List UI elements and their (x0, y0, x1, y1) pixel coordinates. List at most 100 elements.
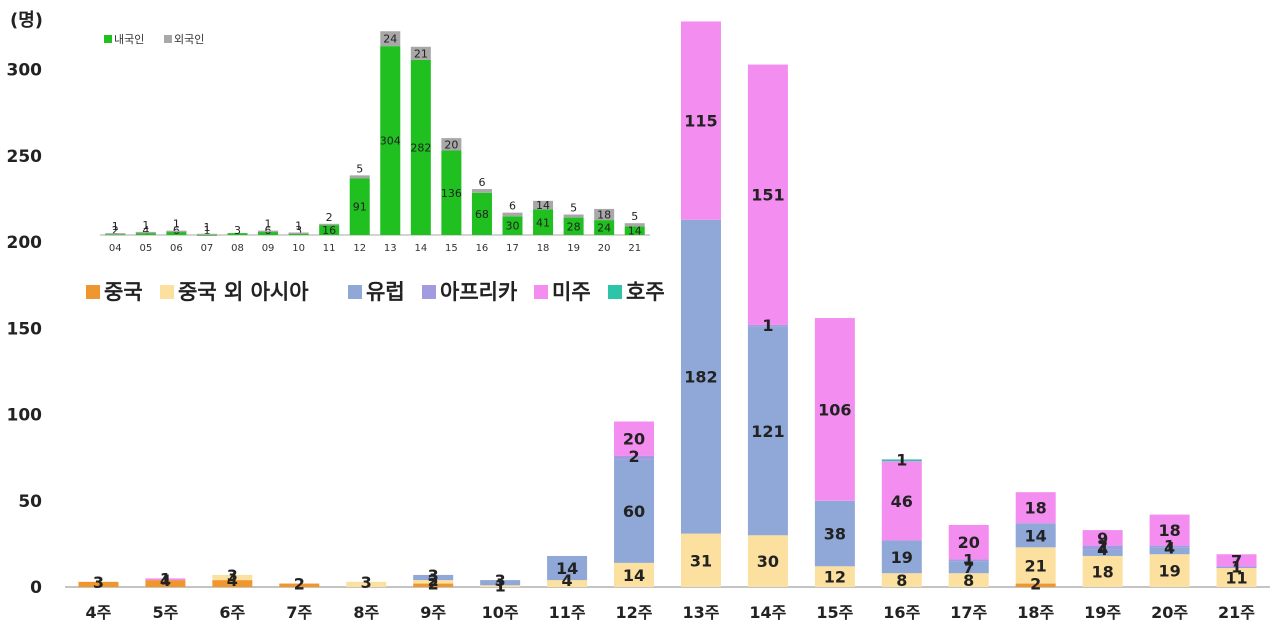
inset-bar-14-내국인 (410, 59, 431, 236)
y-tick-50: 50 (18, 492, 42, 512)
x-tick-10주: 10주 (482, 603, 519, 622)
inset-bar-18-외국인 (533, 200, 554, 210)
x-tick-15주: 15주 (816, 603, 853, 622)
y-tick-100: 100 (7, 406, 43, 426)
inset-bar-20-내국인 (594, 220, 615, 235)
inset-label-21-외국인: 5 (631, 210, 638, 223)
data-label-17주-미주: 20 (958, 533, 980, 552)
inset-x-tick-18: 18 (537, 243, 550, 254)
bar-17주-아프리카 (948, 559, 989, 562)
data-label-12주-아프리카: 2 (628, 447, 639, 466)
inset-x-tick-17: 17 (506, 243, 519, 254)
inset-bar-05-외국인 (135, 231, 156, 234)
inset-bar-17-외국인 (502, 212, 523, 217)
bar-16주-미주 (881, 461, 922, 541)
inset-x-tick-21: 21 (628, 243, 641, 254)
data-label-16주-호주: 1 (896, 450, 907, 469)
bar-14주-중국-외-아시아 (747, 535, 788, 587)
data-label-21주-아프리카: 1 (1231, 557, 1242, 576)
data-label-4주-중국: 3 (93, 573, 104, 592)
inset-label-09-내국인: 6 (265, 224, 272, 237)
inset-bar-20-외국인 (594, 208, 615, 221)
y-tick-250: 250 (7, 147, 43, 167)
inset-x-tick-04: 04 (109, 243, 122, 254)
x-tick-11주: 11주 (549, 603, 586, 622)
bar-21주-중국-외-아시아 (1216, 568, 1257, 587)
bar-11주-유럽 (547, 555, 588, 581)
bar-16주-중국-외-아시아 (881, 573, 922, 587)
data-label-17주-중국-외-아시아: 8 (963, 571, 974, 590)
inset-x-tick-15: 15 (445, 243, 458, 254)
bar-7주-중국 (279, 583, 320, 587)
bar-12주-중국-외-아시아 (614, 562, 655, 587)
data-label-9주-중국: 2 (428, 575, 439, 594)
inset-bar-06-내국인 (166, 231, 187, 235)
inset-label-10-내국인: 3 (295, 224, 302, 237)
data-label-19주-중국-외-아시아: 18 (1092, 562, 1114, 581)
inset-label-15-내국인: 136 (441, 187, 462, 200)
legend-swatch-미주 (534, 285, 548, 299)
inset-label-13-내국인: 304 (380, 135, 401, 148)
bar-20주-미주 (1149, 514, 1190, 546)
inset-label-17-외국인: 6 (509, 200, 516, 213)
bar-17주-중국-외-아시아 (948, 573, 989, 587)
y-axis: 0 50 100 150 200 250 300 (7, 61, 43, 598)
data-label-7주-중국: 2 (294, 575, 305, 594)
inset-label-12-외국인: 5 (356, 162, 363, 175)
inset-label-11-내국인: 16 (322, 224, 336, 237)
inset-x-tick-19: 19 (567, 243, 580, 254)
bar-17주-유럽 (948, 561, 989, 574)
legend-label-아프리카: 아프리카 (440, 280, 518, 304)
x-tick-7주: 7주 (286, 603, 312, 622)
legend-swatch-유럽 (348, 285, 362, 299)
bar-21주-미주 (1216, 554, 1257, 567)
x-tick-21주: 21주 (1218, 603, 1255, 622)
inset-label-15-외국인: 20 (444, 138, 458, 151)
inset-bar-21-내국인 (624, 226, 645, 235)
data-label-16주-유럽: 19 (891, 548, 913, 567)
inset-bar-11-내국인 (319, 225, 340, 235)
data-label-9주-유럽: 3 (428, 566, 439, 585)
bar-16주-유럽 (881, 540, 922, 574)
inset-label-18-내국인: 41 (536, 216, 550, 229)
bar-20주-중국-외-아시아 (1149, 554, 1190, 587)
data-label-19주-아프리카: 2 (1097, 537, 1108, 556)
inset-x-tick-12: 12 (353, 243, 366, 254)
bar-12주-미주 (614, 421, 655, 456)
bar-15주-유럽 (814, 500, 855, 567)
x-tick-6주: 6주 (219, 603, 245, 622)
inset-label-19-외국인: 5 (570, 202, 577, 215)
bar-17주-미주 (948, 524, 989, 560)
inset-bar-13-내국인 (380, 46, 401, 235)
inset-label-19-내국인: 28 (567, 220, 581, 233)
bar-19주-중국-외-아시아 (1082, 555, 1123, 587)
data-label-19주-유럽: 4 (1097, 540, 1108, 559)
legend-label-유럽: 유럽 (366, 280, 405, 304)
inset-label-13-외국인: 24 (383, 33, 397, 46)
inset-label-04-내국인: 2 (112, 224, 119, 237)
data-label-16주-중국-외-아시아: 8 (896, 571, 907, 590)
data-label-14주-중국-외-아시아: 30 (757, 552, 779, 571)
data-label-14주-유럽: 121 (751, 422, 784, 441)
data-label-9주-중국-외-아시아: 2 (428, 571, 439, 590)
inset-label-18-외국인: 14 (536, 199, 550, 212)
data-label-11주-유럽: 14 (556, 559, 578, 578)
bar-6주-중국-외-아시아 (212, 574, 253, 581)
data-label-5주-중국: 4 (160, 571, 171, 590)
inset-legend-label-내국인: 내국인 (114, 33, 144, 46)
inset-label-20-외국인: 18 (597, 209, 611, 222)
data-label-21주-중국-외-아시아: 11 (1225, 569, 1247, 588)
data-label-13주-미주: 115 (684, 112, 717, 131)
bar-4주-중국 (78, 581, 119, 587)
legend-label-중국: 중국 (104, 280, 143, 304)
data-label-17주-아프리카: 1 (963, 550, 974, 569)
inset-label-09-외국인: 1 (265, 218, 272, 231)
bar-11주-중국-외-아시아 (547, 580, 588, 587)
inset-bar-14-외국인 (410, 46, 431, 60)
bar-13주-유럽 (680, 219, 721, 534)
inset-bar-10-외국인 (288, 232, 309, 235)
inset-legend-swatch-내국인 (104, 35, 112, 43)
x-tick-8주: 8주 (353, 603, 379, 622)
inset-label-05-내국인: 4 (142, 224, 149, 237)
